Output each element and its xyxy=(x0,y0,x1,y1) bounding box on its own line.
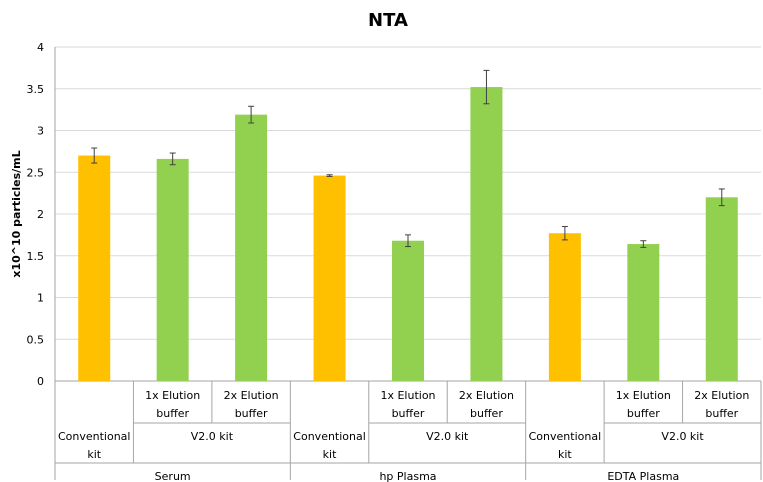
bar-label: buffer xyxy=(470,407,503,420)
subgroup-label: Conventional xyxy=(58,430,131,443)
bar-label: 2x Elution xyxy=(224,389,279,402)
y-axis-label: x10^10 particles/mL xyxy=(10,150,23,277)
y-tick-label: 1.5 xyxy=(27,250,45,263)
bar xyxy=(235,114,268,381)
bar xyxy=(313,175,346,381)
bar xyxy=(627,244,660,381)
subgroup-label: kit xyxy=(323,448,337,461)
bar xyxy=(392,240,424,381)
group-label: hp Plasma xyxy=(379,470,436,482)
chart-title: NTA xyxy=(368,10,408,31)
subgroup-label: kit xyxy=(558,448,572,461)
y-tick-label: 3 xyxy=(37,125,44,138)
y-tick-label: 0 xyxy=(37,375,44,388)
subgroup-label: kit xyxy=(87,448,101,461)
bar-label: buffer xyxy=(235,407,268,420)
bar xyxy=(705,197,738,381)
y-tick-label: 2.5 xyxy=(27,166,45,179)
y-tick-label: 4 xyxy=(37,41,44,54)
y-tick-label: 1 xyxy=(37,292,44,305)
subgroup-label: V2.0 kit xyxy=(191,430,234,443)
bar xyxy=(548,233,581,381)
subgroup-label: Conventional xyxy=(293,430,366,443)
y-tick-label: 2 xyxy=(37,208,44,221)
bar xyxy=(78,155,111,381)
group-label: Serum xyxy=(155,470,191,482)
bar-label: buffer xyxy=(156,407,189,420)
bar-label: buffer xyxy=(705,407,738,420)
bar-label: 1x Elution xyxy=(616,389,671,402)
error-bars xyxy=(91,69,725,248)
group-label: EDTA Plasma xyxy=(607,470,679,482)
bar-label: buffer xyxy=(392,407,425,420)
category-axis xyxy=(54,47,762,480)
y-tick-label: 0.5 xyxy=(27,333,45,346)
category-labels: Conventional kit 1x Elution buffer 2x Elutio… xyxy=(58,389,749,482)
y-tick-labels: 0 0.5 1 1.5 2 2.5 3 3.5 4 xyxy=(27,41,45,388)
bar-label: 1x Elution xyxy=(380,389,435,402)
bar-label: buffer xyxy=(627,407,660,420)
bar-label: 2x Elution xyxy=(459,389,514,402)
subgroup-label: V2.0 kit xyxy=(661,430,704,443)
subgroup-label: V2.0 kit xyxy=(426,430,469,443)
bar xyxy=(470,87,503,381)
subgroup-label: Conventional xyxy=(529,430,602,443)
bar xyxy=(156,158,189,381)
bar-label: 1x Elution xyxy=(145,389,200,402)
y-tick-label: 3.5 xyxy=(27,83,45,96)
bar-label: 2x Elution xyxy=(694,389,749,402)
bars xyxy=(78,87,738,381)
